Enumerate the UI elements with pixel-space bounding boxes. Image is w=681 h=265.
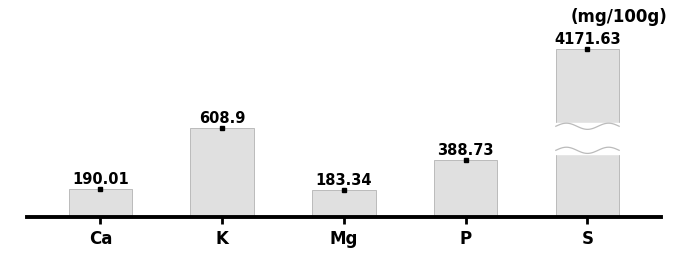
Text: 608.9: 608.9 [199,111,245,126]
Bar [434,160,497,217]
Bar [312,191,376,217]
Text: (mg/100g): (mg/100g) [571,8,667,26]
Bar [69,189,132,217]
Bar [191,128,254,217]
Bar [556,49,619,125]
Text: 4171.63: 4171.63 [554,32,621,47]
Text: 190.01: 190.01 [72,172,129,187]
Text: 388.73: 388.73 [437,143,494,158]
Bar [556,152,619,217]
Text: 183.34: 183.34 [316,173,372,188]
